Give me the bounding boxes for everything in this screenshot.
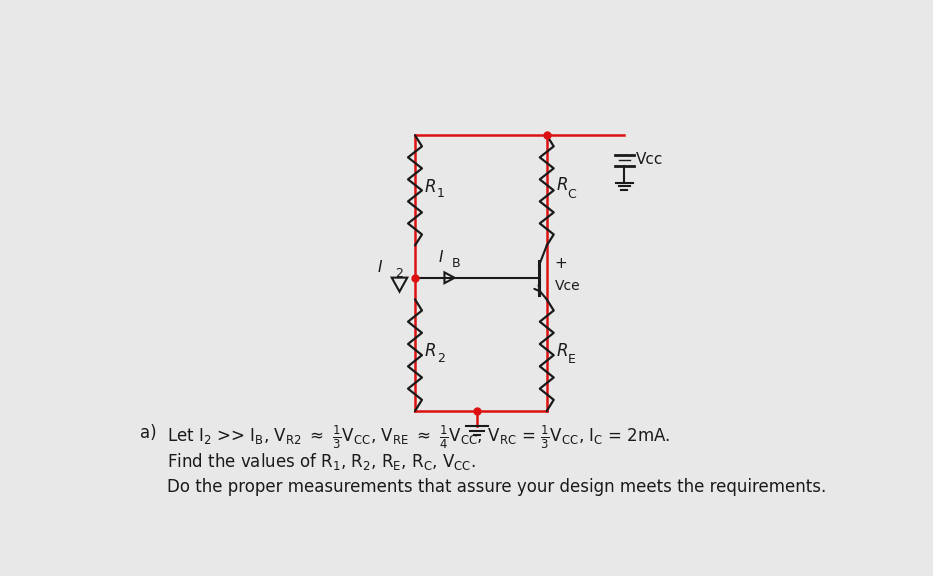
Text: I: I xyxy=(378,260,383,275)
Text: E: E xyxy=(567,353,576,366)
Text: Let I$_2$ >> I$_\mathrm{B}$, V$_\mathrm{R2}$ $\approx$ $\frac{1}{3}$V$_\mathrm{C: Let I$_2$ >> I$_\mathrm{B}$, V$_\mathrm{… xyxy=(167,424,670,452)
Text: C: C xyxy=(567,188,577,201)
Text: Do the proper measurements that assure your design meets the requirements.: Do the proper measurements that assure y… xyxy=(167,478,827,496)
Text: B: B xyxy=(453,257,461,270)
Text: a): a) xyxy=(140,424,157,442)
Text: 2: 2 xyxy=(437,352,445,365)
Text: R: R xyxy=(425,342,436,361)
Text: I: I xyxy=(439,250,443,265)
Text: R: R xyxy=(425,177,436,195)
Text: R: R xyxy=(556,176,567,194)
Text: 1: 1 xyxy=(437,187,445,200)
Text: +: + xyxy=(554,256,567,271)
Text: Vce: Vce xyxy=(554,279,580,293)
Text: Vcc: Vcc xyxy=(636,153,663,168)
Text: Find the values of R$_1$, R$_2$, R$_\mathrm{E}$, R$_\mathrm{C}$, V$_\mathrm{CC}$: Find the values of R$_1$, R$_2$, R$_\mat… xyxy=(167,451,476,472)
Text: R: R xyxy=(556,342,567,361)
Text: 2: 2 xyxy=(396,267,403,281)
